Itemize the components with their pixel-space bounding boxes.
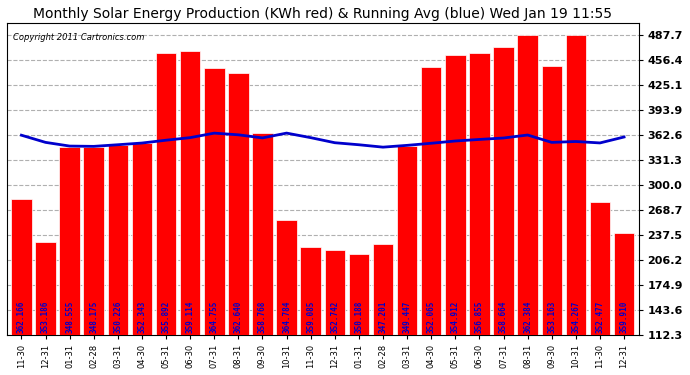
Text: 352.065: 352.065 [426, 301, 435, 333]
Bar [204, 68, 224, 335]
Bar [373, 244, 393, 335]
Text: 358.768: 358.768 [258, 301, 267, 333]
Text: 359.114: 359.114 [186, 301, 195, 333]
Text: 352.742: 352.742 [331, 301, 339, 333]
Bar [35, 242, 56, 335]
Bar [11, 199, 32, 335]
Text: 348.555: 348.555 [65, 301, 74, 333]
Bar [83, 147, 104, 335]
Bar [348, 254, 369, 335]
Text: 362.166: 362.166 [17, 301, 26, 333]
Text: 364.755: 364.755 [210, 301, 219, 333]
Bar [566, 36, 586, 335]
Bar [132, 143, 152, 335]
Text: 348.175: 348.175 [89, 301, 98, 333]
Bar [108, 145, 128, 335]
Bar [180, 51, 200, 335]
Text: Copyright 2011 Cartronics.com: Copyright 2011 Cartronics.com [13, 33, 145, 42]
Text: 352.477: 352.477 [595, 301, 604, 333]
Text: 350.188: 350.188 [355, 301, 364, 333]
Text: 358.664: 358.664 [499, 301, 508, 333]
Bar [59, 147, 80, 335]
Text: 356.855: 356.855 [475, 301, 484, 333]
Text: 353.186: 353.186 [41, 301, 50, 333]
Text: 354.267: 354.267 [571, 301, 580, 333]
Text: 362.384: 362.384 [523, 301, 532, 333]
Text: 362.640: 362.640 [234, 301, 243, 333]
Text: 364.784: 364.784 [282, 301, 291, 333]
Text: 353.163: 353.163 [547, 301, 556, 333]
Bar [300, 247, 321, 335]
Text: 352.343: 352.343 [137, 301, 146, 333]
Text: 347.201: 347.201 [379, 301, 388, 333]
Text: 355.892: 355.892 [161, 301, 170, 333]
Text: 354.912: 354.912 [451, 301, 460, 333]
Bar [228, 73, 248, 335]
Bar [493, 48, 514, 335]
Bar [614, 233, 634, 335]
Text: 350.226: 350.226 [113, 301, 122, 333]
Text: 349.447: 349.447 [402, 301, 412, 333]
Bar [542, 66, 562, 335]
Text: 359.085: 359.085 [306, 301, 315, 333]
Bar [156, 53, 176, 335]
Bar [445, 55, 466, 335]
Bar [276, 220, 297, 335]
Bar [253, 133, 273, 335]
Bar [469, 53, 490, 335]
Bar [421, 67, 442, 335]
Text: 359.910: 359.910 [620, 301, 629, 333]
Bar [324, 251, 345, 335]
Bar [397, 146, 417, 335]
Bar [590, 202, 610, 335]
Bar [518, 36, 538, 335]
Title: Monthly Solar Energy Production (KWh red) & Running Avg (blue) Wed Jan 19 11:55: Monthly Solar Energy Production (KWh red… [33, 7, 612, 21]
